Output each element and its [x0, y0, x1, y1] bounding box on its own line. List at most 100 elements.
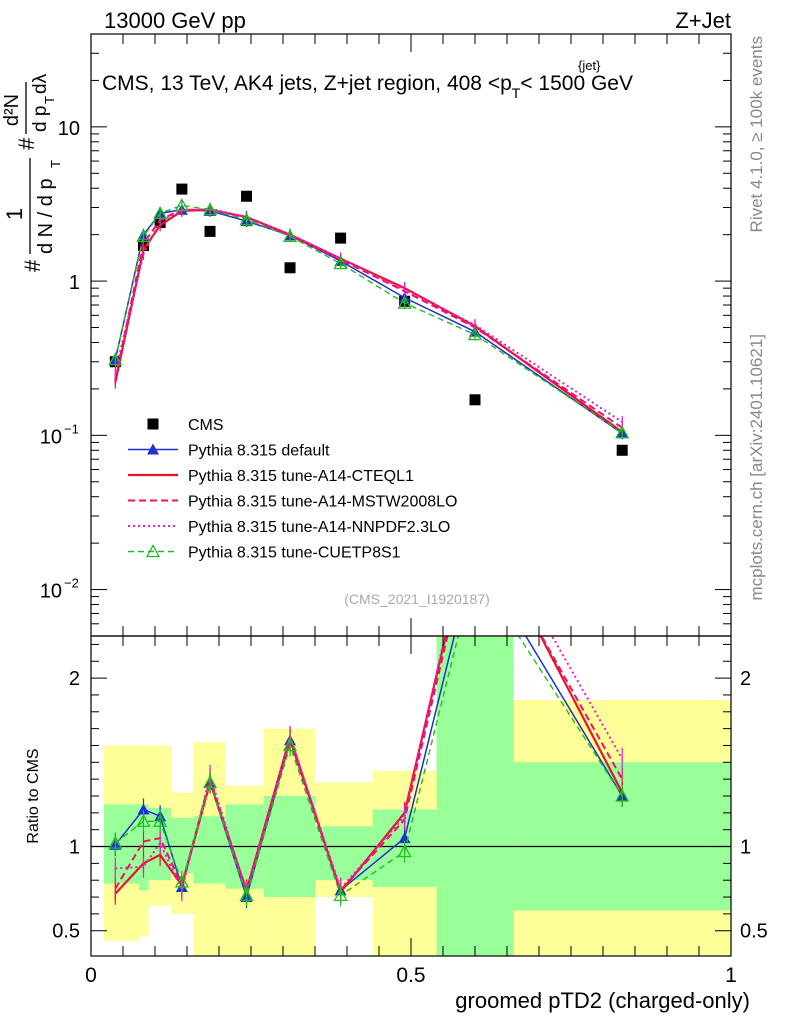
- title-sub: T: [512, 85, 521, 101]
- ratio-y-label: Ratio to CMS: [25, 748, 42, 843]
- series-point-cuetp8s1: [333, 256, 348, 270]
- ylabel-frac2-tail: dλ: [30, 73, 51, 94]
- title-suffix: < 1500 GeV: [520, 72, 633, 95]
- ratio-point-cuetp8s1: [108, 835, 123, 849]
- ratio-point-default: [137, 803, 150, 815]
- ratio-y-tick-label-right: 1: [740, 837, 751, 859]
- series-cuetp8s1: [108, 197, 630, 439]
- series-point-cuetp8s1: [239, 212, 254, 226]
- legend-entry: Pythia 8.315 tune-A14-CTEQL1: [128, 468, 414, 485]
- ratio-series-cuetp8s1: [108, 563, 630, 907]
- ratio-point-cuetp8s1: [174, 874, 189, 888]
- legend-entry: CMS: [147, 417, 224, 434]
- legend-label: Pythia 8.315 tune-A14-MSTW2008LO: [188, 494, 457, 511]
- ylabel-hash: #: [20, 259, 45, 272]
- ylabel-frac1-den: d N / d p: [35, 178, 57, 254]
- watermark: (CMS_2021_I1920187): [344, 591, 490, 607]
- y-tick-label: 1: [69, 272, 80, 294]
- ylabel-frac2-num: d²N: [1, 94, 23, 126]
- cms-point: [616, 444, 628, 456]
- legend-entry: Pythia 8.315 tune-A14-NNPDF2.3LO: [128, 519, 450, 536]
- series-point-cuetp8s1: [136, 229, 151, 243]
- legend-label: CMS: [188, 417, 224, 434]
- ratio-point-cuetp8s1: [469, 563, 481, 574]
- ratio-panel: 0.5 0.51 12 20 0.5 1 Ratio to CMS groomed pTD…: [25, 546, 768, 1013]
- ylabel-hash2: #: [14, 137, 39, 150]
- ratio-y-tick-label: 1: [69, 837, 80, 859]
- series-point-cuetp8s1: [202, 202, 218, 216]
- rivet-label: Rivet 4.1.0, ≥ 100k events: [747, 36, 766, 232]
- series-point-cuetp8s1: [467, 327, 483, 341]
- series-line-default: [114, 209, 623, 434]
- ratio-point-cuetp8s1: [153, 813, 168, 827]
- series-mstw: [114, 203, 623, 434]
- ratio-point-cuetp8s1: [615, 788, 630, 802]
- ratio-y-tick-label: 2: [69, 668, 80, 690]
- x-tick-label: 1: [725, 964, 737, 987]
- y-tick-label: 10: [40, 426, 62, 448]
- series-point-cuetp8s1: [108, 352, 123, 366]
- series-line-nnpdf: [114, 207, 623, 423]
- main-frame: [90, 33, 732, 637]
- ratio-point-cuetp8s1: [282, 738, 298, 752]
- series-point-cuetp8s1: [174, 197, 189, 211]
- ratio-point-cuetp8s1: [202, 775, 218, 789]
- y-tick-exponent: −2: [64, 576, 79, 591]
- y-axis-label: # 1 d N / d p T # d²N d p T dλ: [1, 73, 63, 272]
- cms-point: [241, 190, 253, 202]
- legend-entry: Pythia 8.315 tune-A14-MSTW2008LO: [128, 494, 457, 511]
- uncertainty-band-inner: [104, 804, 139, 884]
- ratio-point-default: [469, 546, 481, 557]
- series-point-cuetp8s1: [282, 229, 298, 243]
- ratio-point-cuetp8s1: [333, 888, 348, 902]
- series-line-cteql1: [114, 208, 623, 433]
- legend-label: Pythia 8.315 tune-CUETP8S1: [188, 545, 401, 562]
- y-tick-label: 10: [58, 118, 80, 140]
- cms-point: [335, 232, 347, 244]
- cms-point: [469, 394, 481, 406]
- uncertainty-band-inner: [171, 817, 194, 874]
- mcplots-label: mcplots.cern.ch [arXiv:2401.10621]: [747, 334, 766, 600]
- plot-title: CMS, 13 TeV, AK4 jets, Z+jet region, 408…: [102, 58, 633, 101]
- ratio-y-tick-label-right: 2: [740, 668, 751, 690]
- legend-label: Pythia 8.315 tune-A14-CTEQL1: [188, 468, 414, 485]
- series-point-cuetp8s1: [153, 205, 168, 219]
- series-nnpdf: [114, 202, 623, 429]
- header-left: 13000 GeV pp: [104, 8, 246, 33]
- cms-point: [176, 183, 188, 195]
- series-default: [109, 203, 629, 440]
- legend-label: Pythia 8.315 default: [188, 443, 330, 460]
- header-right: Z+Jet: [675, 8, 731, 33]
- ylabel-frac1-num: 1: [2, 208, 27, 220]
- svg-text:CMS, 13 TeV, AK4 jets, Z+jet r: CMS, 13 TeV, AK4 jets, Z+jet region, 408…: [102, 72, 633, 101]
- ratio-point-cuetp8s1: [397, 844, 412, 858]
- cms-point: [284, 262, 296, 274]
- series-line-cuetp8s1: [114, 204, 623, 434]
- y-tick-exponent: −1: [64, 421, 79, 436]
- uncertainty-band-inner: [436, 636, 514, 956]
- ratio-point-cuetp8s1: [136, 813, 151, 827]
- x-tick-label: 0: [85, 964, 97, 987]
- title-sup: {jet}: [578, 58, 601, 73]
- x-axis-label: groomed pTD2 (charged-only): [455, 988, 750, 1013]
- legend-marker: [147, 443, 159, 455]
- series-cteql1: [114, 203, 623, 439]
- ratio-y-tick-label: 0.5: [52, 921, 80, 943]
- series-point-cuetp8s1: [615, 425, 630, 439]
- legend: CMS Pythia 8.315 default Pythia 8.315 tune…: [128, 417, 457, 562]
- ylabel-frac2-den: d p: [30, 106, 51, 132]
- y-tick-label: 10: [40, 581, 62, 603]
- ratio-y-tick-label-right: 0.5: [740, 921, 768, 943]
- x-tick-label: 0.5: [396, 964, 425, 987]
- series-point-cuetp8s1: [397, 295, 412, 309]
- cms-point: [204, 225, 216, 237]
- series-line-mstw: [114, 208, 623, 429]
- legend-marker: [147, 418, 159, 430]
- legend-entry: Pythia 8.315 tune-CUETP8S1: [128, 544, 401, 562]
- ylabel-frac1-sub: T: [48, 160, 63, 168]
- legend-label: Pythia 8.315 tune-A14-NNPDF2.3LO: [188, 519, 450, 536]
- ratio-point-cuetp8s1: [239, 888, 254, 902]
- legend-marker: [145, 544, 161, 558]
- title-prefix: CMS, 13 TeV, AK4 jets, Z+jet region, 408…: [102, 72, 512, 95]
